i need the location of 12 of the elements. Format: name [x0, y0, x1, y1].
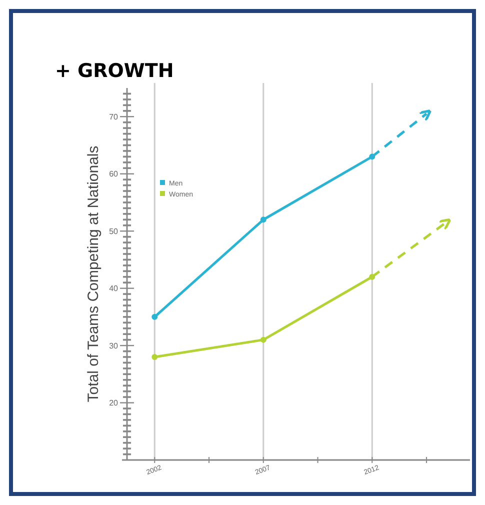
y-tick-label: 60 [109, 170, 119, 179]
y-tick-label: 50 [109, 226, 119, 236]
y-axis-title: Total of Teams Competing at Nationals [85, 146, 102, 402]
point [260, 336, 266, 343]
point [152, 314, 158, 320]
chart-title: + GROWTH [55, 60, 174, 82]
point [260, 216, 266, 223]
y-tick-label: 70 [109, 112, 119, 122]
point [152, 354, 158, 360]
y-tick-label: 40 [109, 284, 119, 294]
y-tick-label: 20 [109, 398, 119, 408]
y-tick-label: 30 [109, 341, 119, 350]
